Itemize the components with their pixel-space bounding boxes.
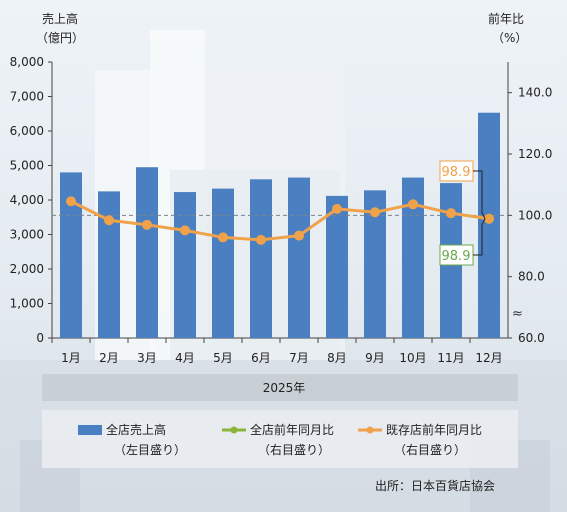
legend-label-1: 全店前年同月比 (250, 422, 334, 437)
annotation-all: 98.9 (442, 249, 471, 264)
bar-9 (364, 190, 386, 338)
legend-label-0: 全店売上高 (106, 422, 166, 437)
bar-12 (478, 112, 500, 338)
point-s2-12 (484, 213, 494, 224)
point-s2-5 (218, 232, 228, 243)
bar-5 (212, 188, 234, 338)
right-axis-title-line1: 前年比 (488, 11, 524, 26)
point-s2-2 (104, 215, 114, 226)
left-tick-label: 5,000 (10, 159, 44, 173)
bar-4 (174, 192, 196, 338)
x-tick-label: 2月 (99, 351, 119, 365)
right-tick-label: 140.0 (518, 86, 552, 100)
annotation-existing: 98.9 (442, 165, 471, 180)
legend-box (42, 410, 518, 468)
x-tick-label: 1月 (61, 351, 81, 365)
legend-sub-0: （左目盛り） (114, 442, 186, 457)
legend-label-2: 既存店前年同月比 (386, 422, 482, 437)
left-tick-label: 6,000 (10, 124, 44, 138)
left-tick-label: 3,000 (10, 228, 44, 242)
bar-10 (402, 177, 424, 338)
right-axis-title-line2: （%） (492, 31, 527, 45)
x-tick-label: 3月 (137, 351, 157, 365)
bar-3 (136, 167, 158, 338)
point-s2-6 (256, 234, 266, 245)
x-tick-label: 12月 (475, 351, 502, 365)
bar-6 (250, 179, 272, 338)
legend-swatch-dot-2 (366, 426, 374, 434)
x-axis-label: 2025年 (263, 381, 306, 395)
right-tick-label: 100.0 (518, 208, 552, 222)
point-s2-3 (142, 219, 152, 230)
x-tick-label: 7月 (289, 351, 309, 365)
line-series-2 (70, 199, 490, 242)
x-tick-label: 8月 (327, 351, 347, 365)
point-s2-10 (408, 199, 418, 210)
left-tick-label: 2,000 (10, 262, 44, 276)
right-tick-label: 80.0 (518, 270, 545, 284)
left-tick-label: 0 (36, 331, 44, 345)
bar-7 (288, 177, 310, 338)
left-tick-label: 1,000 (10, 297, 44, 311)
left-tick-label: 4,000 (10, 193, 44, 207)
bar-1 (60, 172, 82, 338)
bar-2 (98, 191, 120, 338)
right-tick-label: 120.0 (518, 147, 552, 161)
point-s2-7 (294, 230, 304, 241)
point-s2-11 (446, 208, 456, 219)
point-s2-4 (180, 225, 190, 236)
left-tick-label: 7,000 (10, 90, 44, 104)
legend-sub-1: （右目盛り） (258, 442, 330, 457)
x-tick-label: 5月 (213, 351, 233, 365)
legend-swatch-dot-1 (230, 426, 238, 434)
x-tick-label: 9月 (365, 351, 385, 365)
x-tick-label: 10月 (399, 351, 426, 365)
legend-sub-2: （右目盛り） (394, 442, 466, 457)
source-note: 出所：日本百貨店協会 (375, 478, 495, 493)
right-tick-label: 60.0 (518, 331, 545, 345)
axis-break-mark: ≈ (512, 306, 523, 321)
year-band (42, 374, 518, 401)
x-tick-label: 6月 (251, 351, 271, 365)
left-tick-label: 8,000 (10, 55, 44, 69)
x-tick-label: 11月 (437, 351, 464, 365)
point-s2-1 (66, 196, 76, 207)
x-tick-label: 4月 (175, 351, 195, 365)
bar-8 (326, 195, 348, 338)
legend-swatch-bar (78, 425, 102, 435)
annotation-bracket (473, 170, 486, 256)
left-axis-title-line2: （億円） (36, 31, 84, 45)
point-s2-9 (370, 207, 380, 218)
point-s2-8 (332, 203, 342, 214)
left-axis-title-line1: 売上高 (42, 11, 78, 26)
